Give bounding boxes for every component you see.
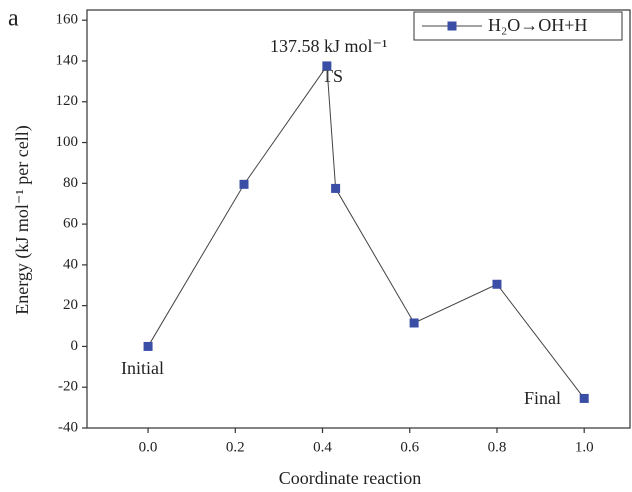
y-tick-label: 80 bbox=[63, 175, 78, 191]
y-axis-label: Energy (kJ mol⁻¹ per cell) bbox=[12, 125, 33, 315]
annotation: Final bbox=[524, 388, 561, 408]
x-tick-label: 1.0 bbox=[575, 439, 594, 455]
annotation: 137.58 kJ mol⁻¹ bbox=[270, 36, 387, 56]
annotation: Initial bbox=[121, 358, 164, 378]
legend-box bbox=[413, 11, 623, 41]
y-tick-label: 20 bbox=[63, 297, 78, 313]
y-tick-label: 120 bbox=[56, 93, 79, 109]
panel-label: a bbox=[8, 6, 19, 32]
x-tick-label: 0.6 bbox=[400, 439, 419, 455]
legend-label: H₂O→OH+H bbox=[488, 15, 587, 35]
y-tick-label: 160 bbox=[56, 12, 79, 28]
x-tick-label: 0.0 bbox=[139, 439, 158, 455]
marker bbox=[492, 279, 502, 289]
marker bbox=[143, 341, 153, 351]
x-axis-label: Coordinate reaction bbox=[279, 468, 421, 488]
y-tick-label: 60 bbox=[63, 216, 78, 232]
y-tick-label: 140 bbox=[56, 52, 79, 68]
marker bbox=[579, 393, 589, 403]
marker bbox=[322, 61, 332, 71]
y-tick-label: 0 bbox=[71, 338, 79, 354]
series-line bbox=[147, 64, 585, 399]
plot-frame bbox=[86, 9, 631, 429]
y-tick-label: -40 bbox=[58, 419, 78, 435]
y-tick-label: 100 bbox=[56, 134, 79, 150]
y-tick-label: -20 bbox=[58, 379, 78, 395]
marker bbox=[239, 179, 249, 189]
y-tick-label: 40 bbox=[63, 256, 78, 272]
x-tick-label: 0.4 bbox=[313, 439, 332, 455]
x-tick-label: 0.2 bbox=[226, 439, 245, 455]
legend-marker bbox=[447, 21, 457, 31]
marker bbox=[331, 183, 341, 193]
x-tick-label: 0.8 bbox=[488, 439, 507, 455]
marker bbox=[409, 318, 419, 328]
